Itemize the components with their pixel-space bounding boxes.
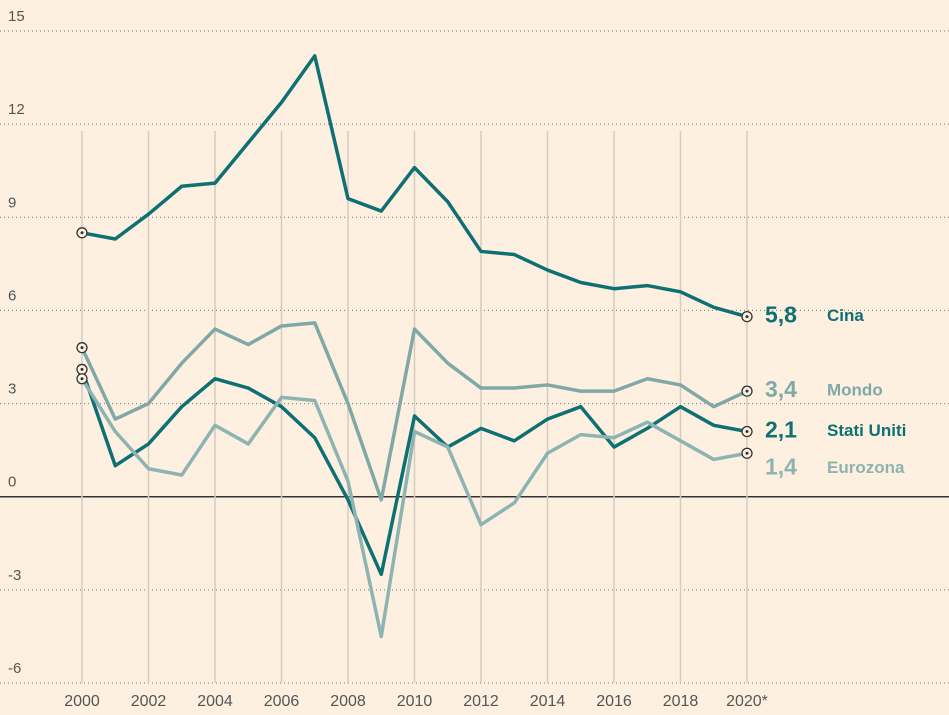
end-value-label: 5,8 [765, 302, 797, 328]
legend-label: Cina [827, 306, 864, 325]
legend-label: Stati Uniti [827, 421, 906, 440]
x-tick-label: 2016 [596, 693, 632, 710]
legend-label: Mondo [827, 381, 883, 400]
end-value-label: 1,4 [765, 454, 797, 480]
end-value-label: 2,1 [765, 417, 797, 443]
series-line [80, 377, 748, 639]
end-value-label: 3,4 [765, 376, 797, 402]
y-tick-label: -6 [8, 660, 21, 677]
endpoint-dot [80, 346, 84, 350]
y-tick-label: 15 [8, 8, 25, 25]
x-tick-label: 2010 [397, 693, 433, 710]
x-tick-label: 2008 [330, 693, 366, 710]
x-tick-label: 2012 [463, 693, 499, 710]
series-line [80, 368, 748, 577]
endpoint-dot [80, 367, 84, 371]
endpoint-dot [80, 377, 84, 381]
x-tick-label: 2014 [530, 693, 566, 710]
y-tick-label: 0 [8, 474, 16, 491]
series-line [81, 54, 748, 319]
x-tick-label: 2002 [131, 693, 167, 710]
x-tick-label: 2006 [264, 693, 300, 710]
endpoint-dot [745, 451, 749, 455]
x-tick-label: 2000 [64, 693, 100, 710]
y-tick-label: 3 [8, 381, 16, 398]
endpoint-dot [745, 389, 749, 393]
endpoint-dot [745, 315, 749, 319]
x-tick-label: 2018 [663, 693, 699, 710]
y-tick-label: -3 [8, 567, 21, 584]
y-tick-label: 12 [8, 101, 25, 118]
endpoint-dot [745, 430, 749, 434]
endpoint-dot [80, 231, 84, 235]
series-line [80, 321, 748, 502]
y-tick-label: 6 [8, 287, 16, 304]
y-tick-label: 9 [8, 194, 16, 211]
x-tick-label: 2004 [197, 693, 233, 710]
legend-label: Eurozona [827, 458, 905, 477]
x-tick-label: 2020* [726, 693, 768, 710]
